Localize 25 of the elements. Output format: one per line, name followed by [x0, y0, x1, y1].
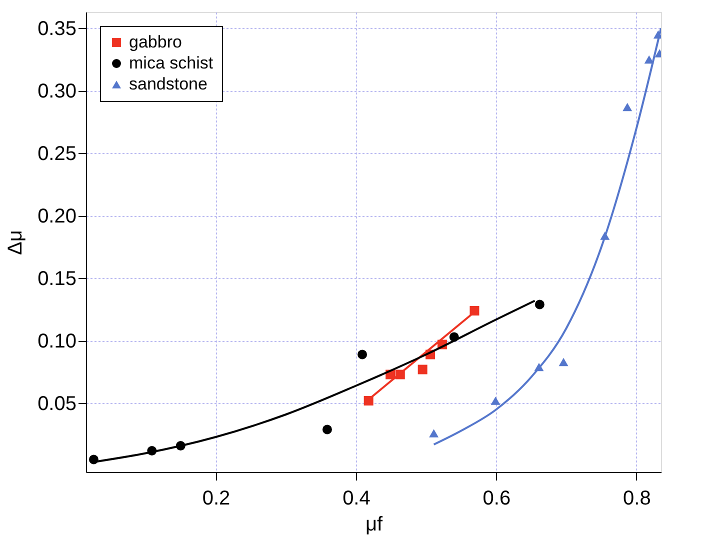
y-tick-label: 0.20 [38, 205, 76, 228]
point [322, 424, 332, 434]
x-tick-label: 0.4 [342, 488, 370, 510]
y-tick-label: 0.30 [38, 80, 76, 102]
y-tick-label: 0.15 [38, 268, 76, 290]
x-axis-title: μf [365, 514, 383, 536]
x-tick-label: 0.8 [623, 488, 651, 510]
y-tick-label: 0.35 [38, 18, 76, 40]
point [418, 364, 428, 374]
legend-label: gabbro [129, 32, 182, 52]
point [558, 358, 568, 366]
point [429, 429, 439, 438]
line-series [432, 27, 661, 446]
point [622, 102, 632, 112]
legend-label: mica schist [129, 54, 214, 72]
y-tick-label: 0.25 [38, 142, 76, 165]
point [490, 396, 500, 405]
point [534, 300, 544, 310]
y-tick-label: 0.05 [38, 392, 76, 415]
point [358, 350, 368, 360]
x-tick-label: 0.2 [202, 488, 230, 510]
y-tick-label: 0.10 [38, 330, 76, 352]
legend-label: sandstone [129, 74, 208, 94]
y-axis-title: Δμ [4, 230, 27, 255]
x-tick-label: 0.6 [482, 488, 511, 510]
